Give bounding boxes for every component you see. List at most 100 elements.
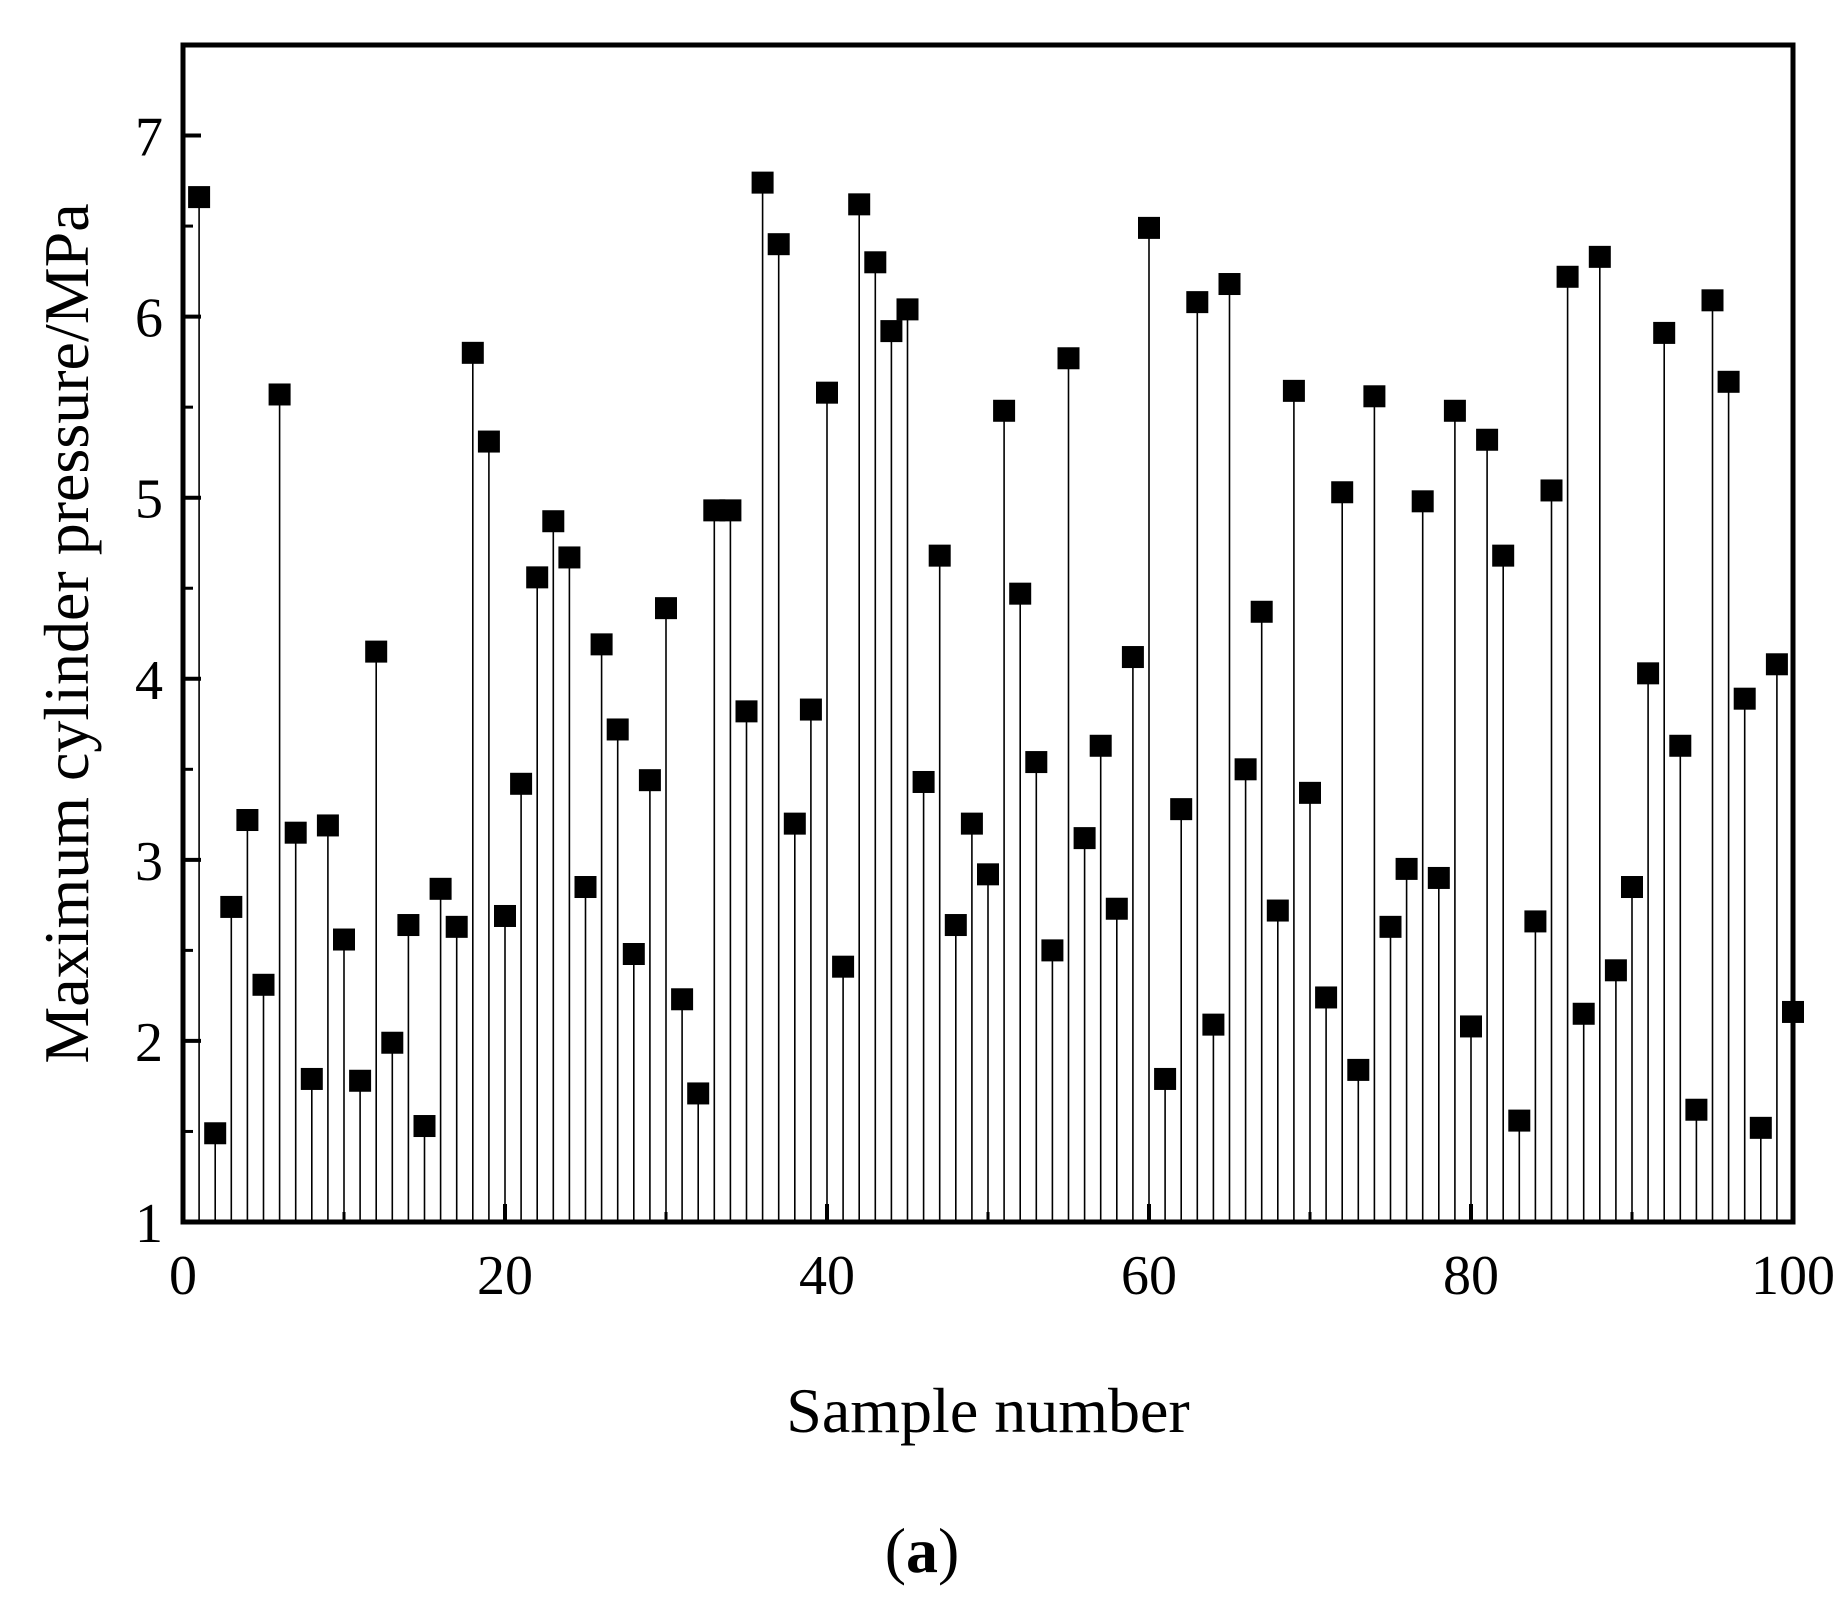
data-point (220, 895, 243, 918)
data-point (1621, 876, 1643, 899)
data-point (1202, 1013, 1225, 1036)
data-point (606, 718, 629, 741)
data-point (799, 698, 822, 721)
data-point (349, 1069, 372, 1092)
data-point (993, 399, 1016, 422)
data-point (1524, 910, 1547, 933)
data-point (188, 186, 211, 209)
data-point (1540, 479, 1563, 502)
data-point (1073, 827, 1096, 850)
data-point (1218, 273, 1241, 296)
y-tick-label: 6 (135, 288, 163, 350)
panel-label: (a) (885, 1515, 960, 1586)
data-point (1395, 857, 1418, 880)
data-point (1041, 939, 1064, 962)
data-point (767, 233, 790, 256)
data-point (1572, 1002, 1595, 1025)
data-point (494, 904, 516, 927)
data-point (944, 914, 967, 937)
data-point (1266, 899, 1289, 922)
data-point (477, 430, 500, 453)
data-point (880, 320, 903, 343)
y-tick-label: 1 (135, 1193, 163, 1255)
data-markers (188, 171, 1804, 1145)
y-tick-label: 2 (135, 1012, 163, 1074)
data-point (1331, 481, 1354, 504)
data-point (316, 814, 339, 837)
data-point (1411, 490, 1434, 513)
data-point (1363, 385, 1386, 408)
data-point (1749, 1116, 1772, 1139)
data-point (204, 1122, 227, 1145)
data-point (687, 1082, 710, 1105)
data-point (783, 812, 806, 835)
data-point (1588, 245, 1611, 268)
data-point (655, 597, 677, 620)
data-point (1508, 1109, 1531, 1132)
data-point (1105, 897, 1128, 920)
data-point (252, 973, 275, 996)
data-point (1653, 321, 1676, 344)
data-point (429, 877, 452, 900)
x-tick-label: 80 (1443, 1245, 1499, 1307)
x-tick-label: 20 (477, 1245, 533, 1307)
x-tick-label: 0 (169, 1245, 197, 1307)
x-tick-label: 60 (1121, 1245, 1177, 1307)
data-point (1234, 758, 1257, 781)
data-point (526, 566, 549, 589)
data-point (1299, 781, 1321, 804)
data-point (590, 633, 613, 656)
plot-frame (180, 42, 1796, 1225)
data-point (1009, 582, 1032, 605)
data-point (1250, 600, 1273, 623)
data-point (638, 769, 661, 792)
data-point (1170, 798, 1193, 821)
x-tick-label: 40 (799, 1245, 855, 1307)
data-point (848, 193, 871, 216)
y-tick-label: 7 (135, 107, 163, 169)
data-point (1282, 379, 1305, 402)
x-axis-label: Sample number (786, 1375, 1189, 1446)
data-point (445, 915, 468, 938)
data-point (413, 1115, 436, 1138)
data-point (1379, 915, 1402, 938)
data-point (671, 988, 694, 1011)
data-point (1154, 1067, 1177, 1090)
data-point (1121, 646, 1144, 669)
data-point (365, 640, 388, 663)
data-point (816, 381, 838, 404)
data-point (1347, 1058, 1370, 1081)
panel-label-open: ( (885, 1515, 906, 1586)
data-point (1025, 751, 1048, 774)
data-point (300, 1067, 323, 1090)
data-point (542, 510, 565, 533)
data-point (896, 298, 919, 321)
data-point (735, 700, 758, 723)
data-point (1669, 734, 1692, 757)
y-axis-label: Maximum cylinder pressure/MPa (31, 203, 102, 1063)
data-point (1186, 291, 1209, 314)
data-point (268, 383, 291, 406)
data-point (912, 770, 935, 793)
data-point (333, 928, 355, 951)
data-point (1427, 866, 1450, 889)
drop-lines (198, 182, 1794, 1222)
data-point (1717, 370, 1740, 393)
data-point (928, 544, 951, 567)
tick-labels: 0 20 40 60 80 100 1 2 3 4 5 6 7 (135, 107, 1835, 1307)
data-point (558, 546, 581, 569)
data-point (1443, 399, 1466, 422)
data-point (960, 812, 983, 835)
data-point (1701, 289, 1724, 312)
data-point (1057, 347, 1080, 370)
data-point (832, 955, 855, 978)
data-point (397, 914, 420, 937)
x-tick-label: 100 (1751, 1245, 1835, 1307)
data-point (1765, 653, 1788, 676)
data-point (1733, 687, 1756, 710)
data-point (719, 499, 742, 522)
data-point (1138, 216, 1160, 239)
data-point (1460, 1015, 1482, 1038)
data-point (1089, 734, 1112, 757)
